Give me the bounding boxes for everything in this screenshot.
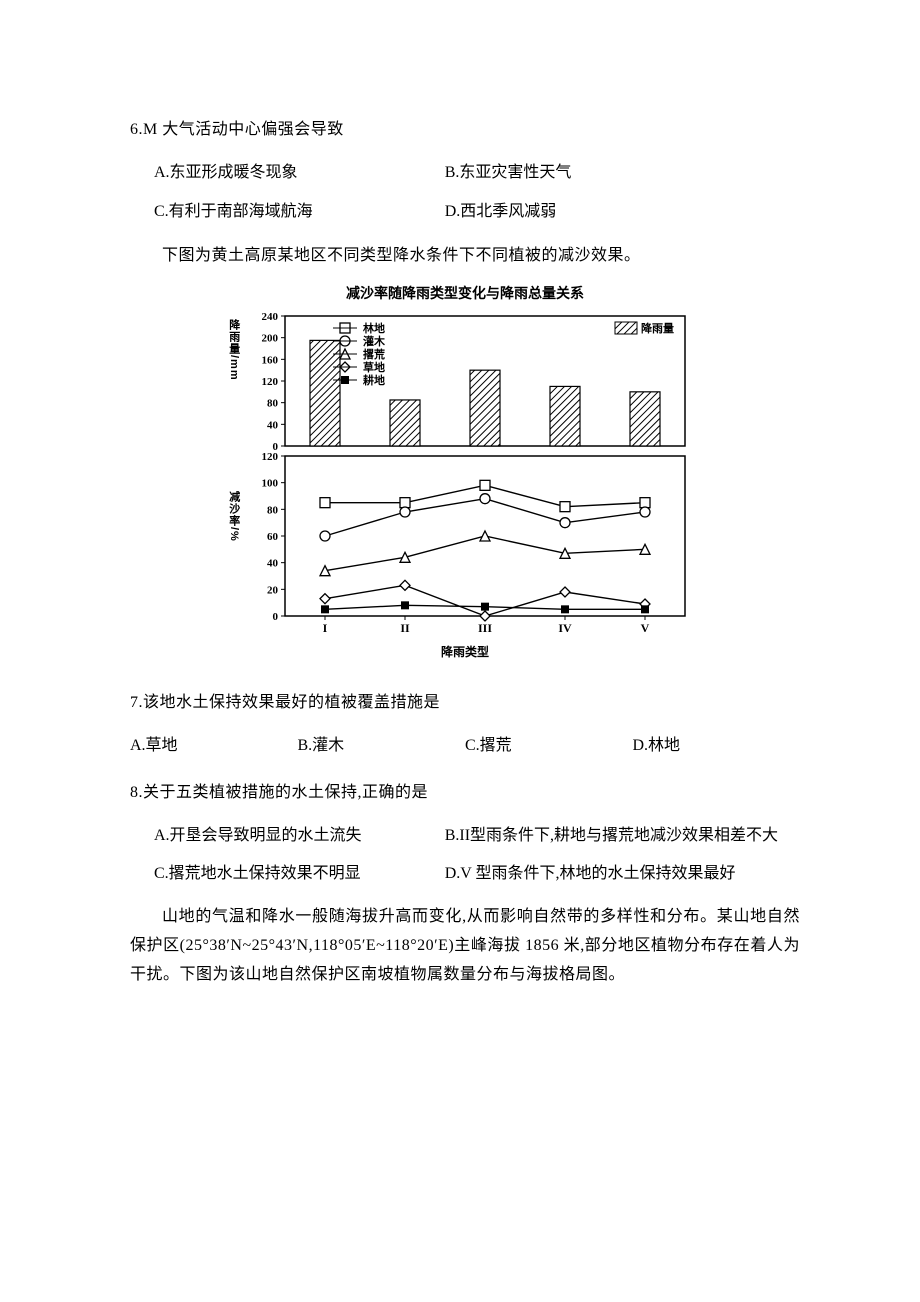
svg-text:40: 40 bbox=[267, 420, 279, 432]
chart-intro: 下图为黄土高原某地区不同类型降水条件下不同植被的减沙效果。 bbox=[130, 242, 800, 271]
y-axis-label-reduction: 减沙率/% bbox=[223, 491, 243, 542]
svg-text:V: V bbox=[641, 621, 650, 635]
intro-mountain: 山地的气温和降水一般随海拔升高而变化,从而影响自然带的多样性和分布。某山地自然保… bbox=[130, 903, 800, 989]
q6-option-c[interactable]: C.有利于南部海域航海 bbox=[130, 198, 445, 227]
svg-text:160: 160 bbox=[262, 355, 279, 367]
q8-option-a[interactable]: A.开垦会导致明显的水土流失 bbox=[130, 822, 445, 851]
svg-text:120: 120 bbox=[262, 451, 279, 463]
svg-text:240: 240 bbox=[262, 311, 279, 323]
q8-option-c[interactable]: C.撂荒地水土保持效果不明显 bbox=[130, 860, 445, 889]
svg-text:IV: IV bbox=[558, 621, 572, 635]
y-axis-label-rainfall: 降雨量/mm bbox=[223, 319, 243, 381]
q6-option-b[interactable]: B.东亚灾害性天气 bbox=[445, 159, 800, 188]
svg-text:80: 80 bbox=[267, 505, 279, 517]
svg-text:II: II bbox=[400, 621, 410, 635]
q8-stem: 8.关于五类植被措施的水土保持,正确的是 bbox=[130, 779, 800, 808]
q7-option-a[interactable]: A.草地 bbox=[130, 732, 298, 761]
q7-option-c[interactable]: C.撂荒 bbox=[465, 732, 633, 761]
svg-text:III: III bbox=[478, 621, 492, 635]
svg-text:0: 0 bbox=[273, 611, 279, 623]
q7-stem: 7.该地水土保持效果最好的植被覆盖措施是 bbox=[130, 689, 800, 718]
q6-stem: 6.M 大气活动中心偏强会导致 bbox=[130, 116, 800, 145]
svg-text:40: 40 bbox=[267, 558, 279, 570]
svg-text:100: 100 bbox=[262, 478, 279, 490]
svg-text:120: 120 bbox=[262, 376, 279, 388]
svg-text:200: 200 bbox=[262, 333, 279, 345]
svg-text:撂荒: 撂荒 bbox=[363, 347, 385, 361]
q8-option-b[interactable]: B.II型雨条件下,耕地与撂荒地减沙效果相差不大 bbox=[445, 822, 800, 851]
svg-text:80: 80 bbox=[267, 398, 279, 410]
svg-text:林地: 林地 bbox=[363, 321, 385, 335]
svg-text:20: 20 bbox=[267, 585, 279, 597]
x-axis-label: 降雨类型 bbox=[225, 642, 705, 664]
svg-text:灌木: 灌木 bbox=[363, 334, 386, 348]
q7-option-b[interactable]: B.灌木 bbox=[298, 732, 466, 761]
chart-svg: 04080120160200240林地灌木撂荒草地耕地降雨量0204060801… bbox=[225, 301, 705, 641]
sediment-chart: 减沙率随降雨类型变化与降雨总量关系 降雨量/mm 减沙率/% 040801201… bbox=[225, 281, 705, 661]
svg-text:降雨量: 降雨量 bbox=[641, 321, 674, 335]
svg-text:60: 60 bbox=[267, 531, 279, 543]
q8-option-d[interactable]: D.V 型雨条件下,林地的水土保持效果最好 bbox=[445, 860, 800, 889]
q6-option-d[interactable]: D.西北季风减弱 bbox=[445, 198, 800, 227]
svg-text:I: I bbox=[323, 621, 328, 635]
svg-text:草地: 草地 bbox=[363, 360, 385, 374]
svg-text:耕地: 耕地 bbox=[363, 373, 385, 387]
q6-option-a[interactable]: A.东亚形成暖冬现象 bbox=[130, 159, 445, 188]
q7-option-d[interactable]: D.林地 bbox=[633, 732, 801, 761]
